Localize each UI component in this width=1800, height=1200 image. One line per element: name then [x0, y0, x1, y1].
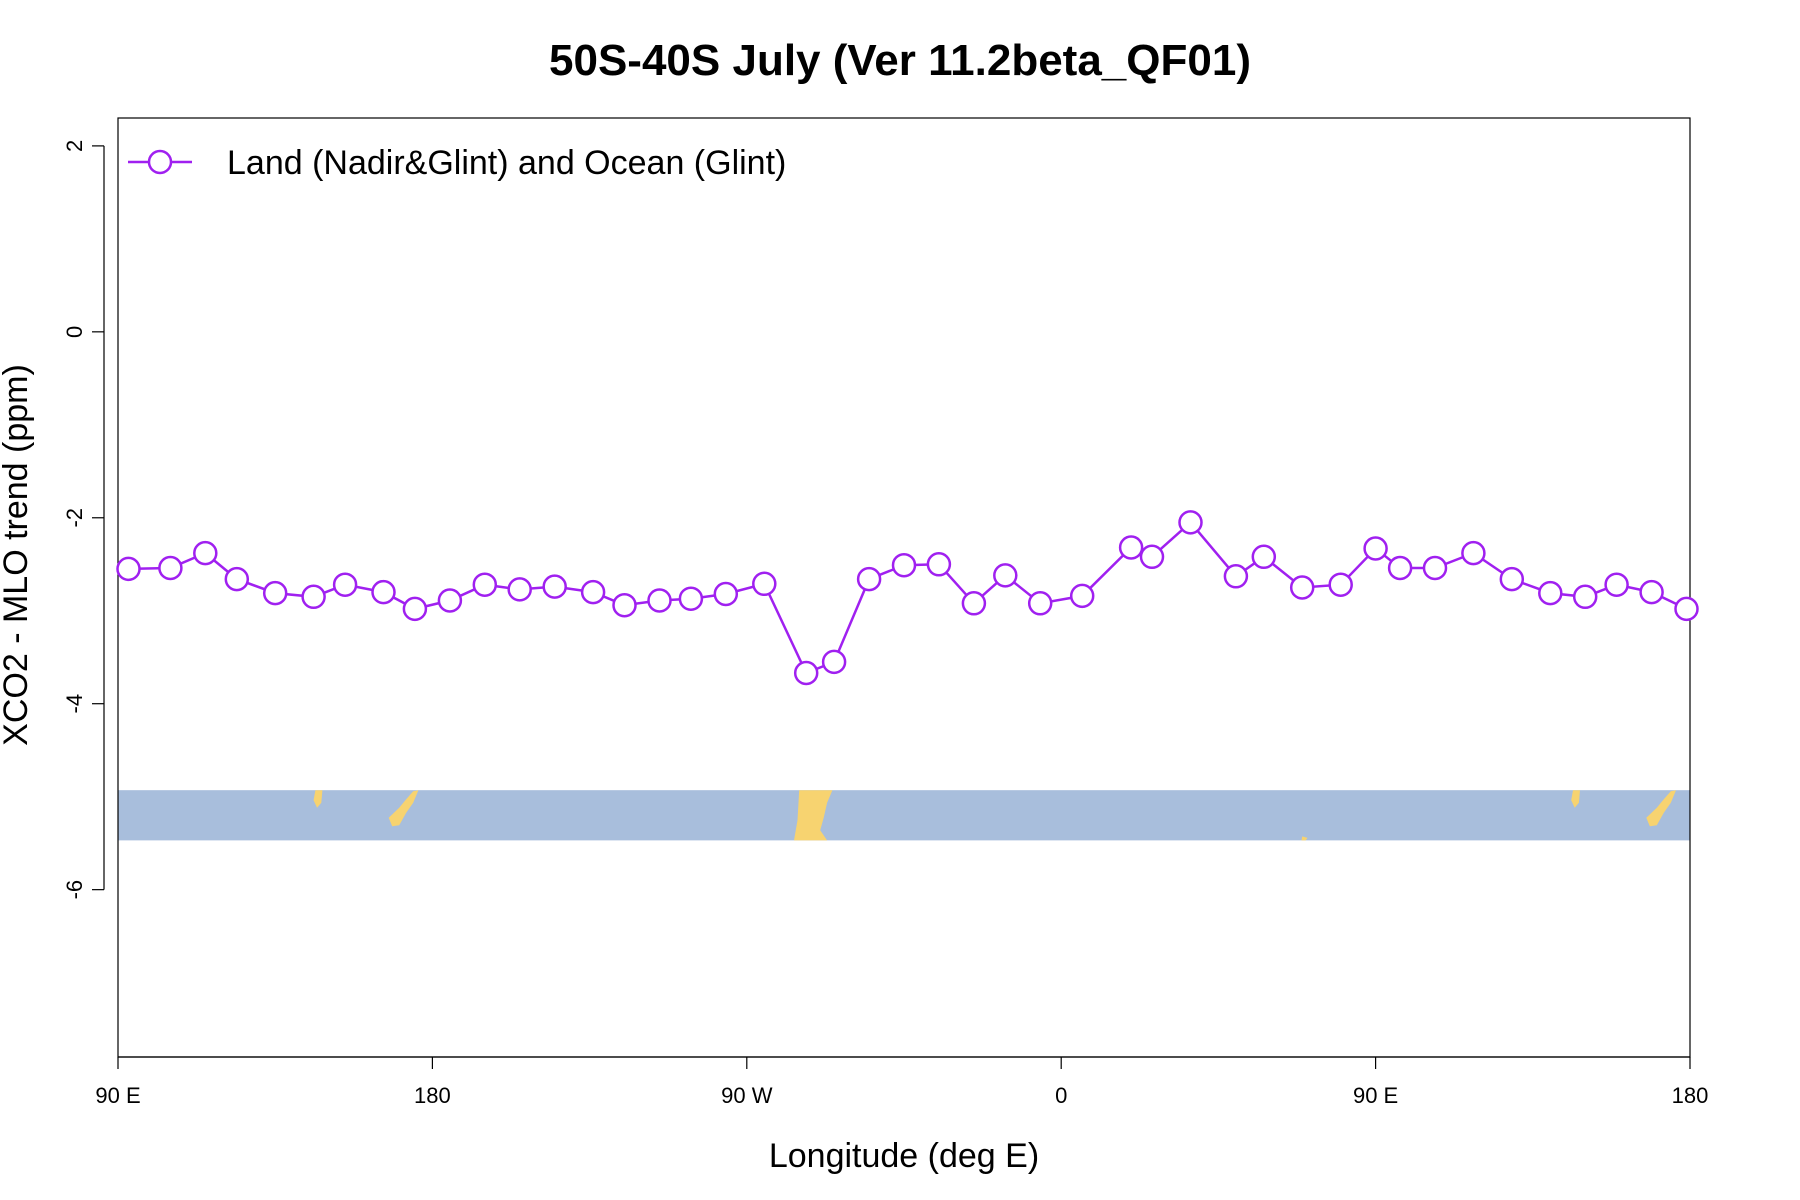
data-point — [1027, 591, 1053, 616]
data-point — [793, 660, 819, 686]
data-point — [332, 572, 358, 597]
data-point — [1538, 580, 1563, 606]
x-axis: 90 E 180 90 W 0 90 E 180 — [95, 1056, 1709, 1108]
data-point — [678, 586, 704, 611]
data-point — [301, 584, 326, 610]
data-point — [752, 571, 777, 597]
y-tick-label: -4 — [62, 694, 87, 714]
data-point — [371, 579, 396, 605]
land-mass — [388, 790, 419, 827]
data-point — [993, 563, 1018, 588]
chart-title: 50S-40S July (Ver 11.2beta_QF01) — [549, 36, 1251, 85]
data-point — [1139, 544, 1165, 570]
data-point — [580, 579, 606, 605]
legend-marker — [147, 149, 173, 175]
x-axis-label: Longitude (deg E) — [769, 1137, 1039, 1175]
data-point — [1639, 579, 1664, 605]
data-point — [1363, 536, 1388, 561]
x-tick-label: 180 — [1672, 1083, 1709, 1108]
data-point — [1251, 544, 1277, 570]
data-point — [713, 581, 739, 607]
data-point — [472, 572, 498, 597]
data-point — [821, 649, 847, 675]
y-tick-label: -2 — [62, 508, 87, 528]
data-point — [193, 540, 218, 566]
x-tick-label: 180 — [414, 1083, 451, 1108]
data-point — [1178, 510, 1203, 535]
data-point — [262, 580, 288, 606]
legend: Land (Nadir&Glint) and Ocean (Glint) — [128, 144, 786, 182]
y-axis: 2 0 -2 -4 -6 — [62, 140, 105, 900]
data-point — [116, 556, 141, 582]
data-point — [647, 588, 672, 613]
data-point — [1572, 584, 1598, 610]
data-point — [961, 591, 987, 616]
series-layer — [116, 510, 1699, 686]
x-tick-label: 0 — [1055, 1083, 1067, 1108]
data-point — [926, 552, 952, 577]
data-point — [1674, 596, 1699, 622]
data-point — [437, 588, 463, 613]
data-point — [507, 577, 532, 602]
data-point — [1604, 572, 1629, 597]
data-point — [158, 555, 183, 581]
land-mass — [1301, 836, 1308, 841]
y-tick-label: 2 — [62, 140, 87, 152]
data-point — [224, 566, 250, 592]
land-mass — [313, 790, 323, 808]
data-point — [1422, 555, 1448, 581]
data-point — [1223, 564, 1249, 589]
data-point — [612, 592, 637, 618]
land-mass — [1571, 790, 1580, 808]
land-shapes — [313, 790, 1676, 841]
data-point — [1499, 566, 1525, 592]
x-tick-label: 90 E — [1353, 1083, 1398, 1108]
data-point — [1069, 583, 1095, 609]
data-point — [856, 566, 882, 592]
data-point — [1461, 540, 1486, 566]
x-tick-label: 90 E — [95, 1083, 140, 1108]
data-point — [1289, 575, 1315, 600]
map-strip — [118, 790, 1690, 841]
land-mass — [1646, 790, 1676, 827]
data-point — [1328, 572, 1353, 597]
y-tick-label: -6 — [62, 880, 87, 900]
series-line — [128, 520, 1688, 675]
data-point — [1387, 555, 1413, 581]
data-point — [542, 574, 567, 599]
y-axis-label: XCO2 - MLO trend (ppm) — [0, 364, 35, 746]
data-point — [1118, 535, 1144, 560]
land-mass — [794, 790, 833, 841]
ocean-band — [118, 790, 1690, 841]
data-point — [402, 596, 428, 622]
x-tick-label: 90 W — [721, 1083, 773, 1108]
y-tick-label: 0 — [62, 326, 87, 338]
legend-label: Land (Nadir&Glint) and Ocean (Glint) — [227, 144, 786, 182]
data-point — [891, 552, 917, 578]
